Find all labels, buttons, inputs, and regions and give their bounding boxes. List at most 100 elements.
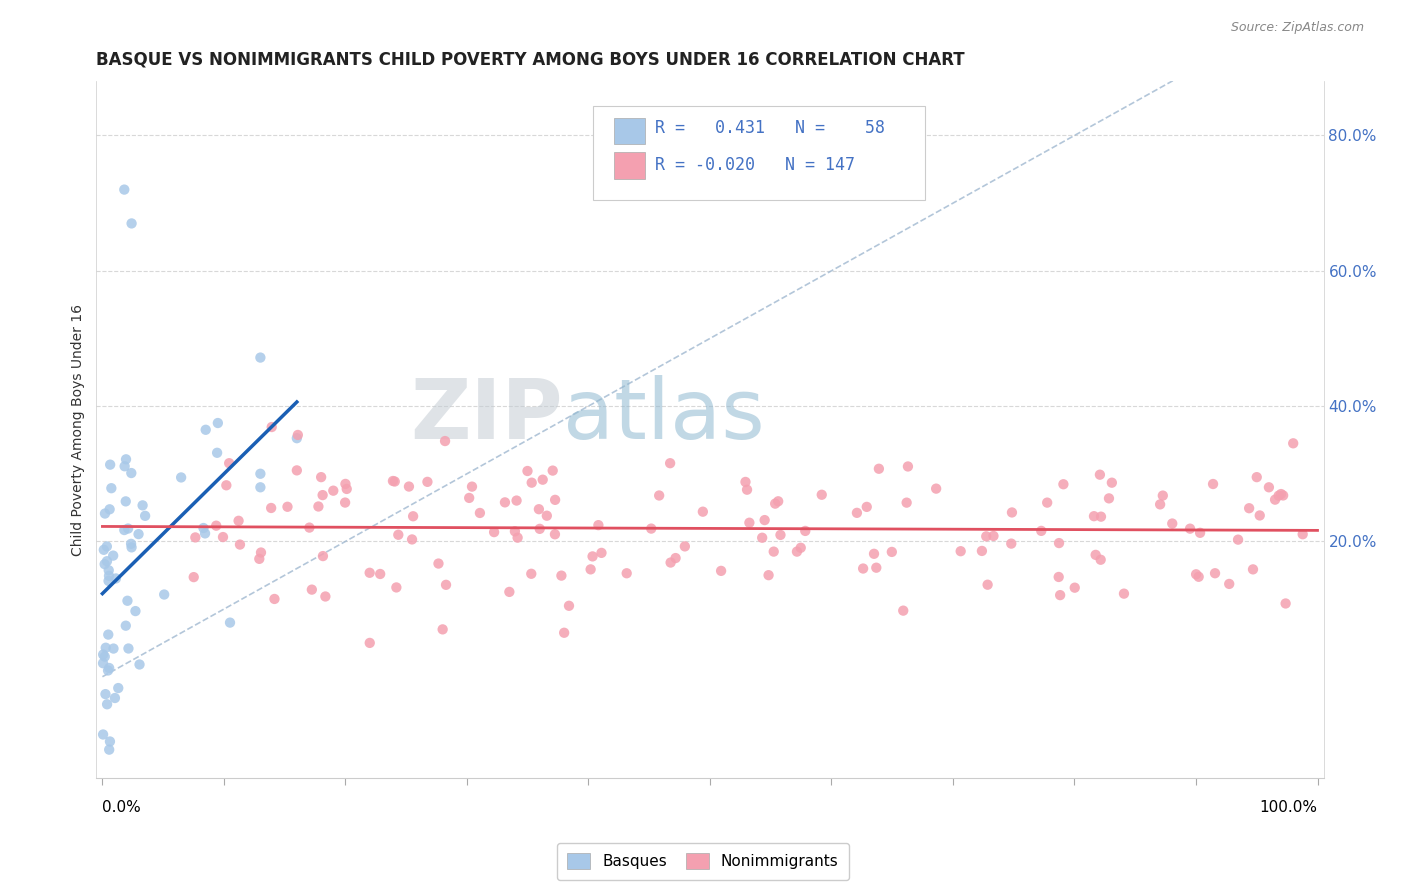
Point xyxy=(91,648,114,662)
Point xyxy=(101,549,124,563)
Point xyxy=(673,540,696,554)
Point xyxy=(134,508,156,523)
Point xyxy=(1083,509,1105,524)
Point xyxy=(852,561,875,575)
Point xyxy=(751,531,773,545)
Point xyxy=(1189,525,1212,540)
Point xyxy=(458,491,481,505)
Point xyxy=(96,540,118,554)
Point xyxy=(516,464,538,478)
Point xyxy=(94,507,117,521)
Point xyxy=(97,563,120,577)
Point xyxy=(114,459,136,474)
Point xyxy=(335,476,357,491)
Point xyxy=(117,641,139,656)
Point xyxy=(1272,488,1295,502)
Point xyxy=(170,470,193,484)
Point xyxy=(531,473,554,487)
FancyBboxPatch shape xyxy=(593,106,925,200)
Point xyxy=(1112,587,1135,601)
Point xyxy=(128,527,150,541)
Text: R = -0.020   N = 147: R = -0.020 N = 147 xyxy=(655,156,855,174)
Point xyxy=(287,428,309,442)
Point xyxy=(710,564,733,578)
Point xyxy=(616,566,638,581)
Text: 0.0%: 0.0% xyxy=(103,800,141,815)
Point xyxy=(983,529,1005,543)
Point xyxy=(1237,501,1260,516)
Point xyxy=(115,452,138,467)
Point xyxy=(260,500,283,515)
Point xyxy=(970,544,993,558)
Point xyxy=(312,549,335,563)
Point xyxy=(659,556,682,570)
Point xyxy=(544,527,567,541)
Point xyxy=(215,478,238,492)
Point xyxy=(1031,524,1053,538)
Point xyxy=(1264,492,1286,507)
Point xyxy=(1246,470,1268,484)
Point xyxy=(880,545,903,559)
Point xyxy=(120,466,142,480)
Point xyxy=(810,488,832,502)
Point xyxy=(94,640,117,655)
Point xyxy=(114,494,136,508)
Point xyxy=(333,495,356,509)
Point xyxy=(581,549,603,564)
Point xyxy=(309,470,332,484)
Point xyxy=(1047,570,1070,584)
Point xyxy=(183,570,205,584)
Y-axis label: Child Poverty Among Boys Under 16: Child Poverty Among Boys Under 16 xyxy=(72,304,86,556)
Point xyxy=(640,522,662,536)
Point xyxy=(205,518,228,533)
Point xyxy=(98,742,121,756)
Text: atlas: atlas xyxy=(562,376,765,457)
Point xyxy=(381,474,404,488)
Point xyxy=(482,525,505,540)
Point xyxy=(527,502,550,516)
Point xyxy=(398,479,420,493)
Point xyxy=(384,475,406,489)
Point xyxy=(98,734,121,748)
Point xyxy=(896,495,918,509)
Point xyxy=(588,518,610,533)
Point xyxy=(97,627,120,641)
Point xyxy=(758,568,780,582)
Point xyxy=(1178,522,1201,536)
Point xyxy=(754,513,776,527)
Point xyxy=(1088,467,1111,482)
Point xyxy=(401,533,423,547)
Point xyxy=(322,483,344,498)
Point xyxy=(1185,567,1208,582)
Point xyxy=(794,524,817,538)
Point xyxy=(120,537,142,551)
Text: BASQUE VS NONIMMIGRANTS CHILD POVERTY AMONG BOYS UNDER 16 CORRELATION CHART: BASQUE VS NONIMMIGRANTS CHILD POVERTY AM… xyxy=(97,51,965,69)
Point xyxy=(503,524,526,539)
Point xyxy=(96,698,118,712)
Point xyxy=(505,493,527,508)
Point xyxy=(762,544,785,558)
Point xyxy=(402,509,425,524)
Point xyxy=(1282,436,1305,450)
Point xyxy=(863,547,886,561)
Point xyxy=(368,566,391,581)
FancyBboxPatch shape xyxy=(614,118,645,145)
Point xyxy=(461,480,484,494)
Point xyxy=(541,464,564,478)
Point xyxy=(579,562,602,576)
Point xyxy=(1000,536,1022,550)
Point xyxy=(1249,508,1271,523)
Point xyxy=(1292,527,1315,541)
Point xyxy=(976,578,998,592)
Point xyxy=(229,538,252,552)
Point xyxy=(385,581,408,595)
Point xyxy=(591,546,613,560)
Point xyxy=(107,681,129,695)
Point xyxy=(1001,506,1024,520)
Point xyxy=(194,526,217,541)
Point xyxy=(734,475,756,489)
Point xyxy=(336,482,359,496)
Point xyxy=(974,529,997,543)
Point xyxy=(845,506,868,520)
Point xyxy=(1227,533,1250,547)
